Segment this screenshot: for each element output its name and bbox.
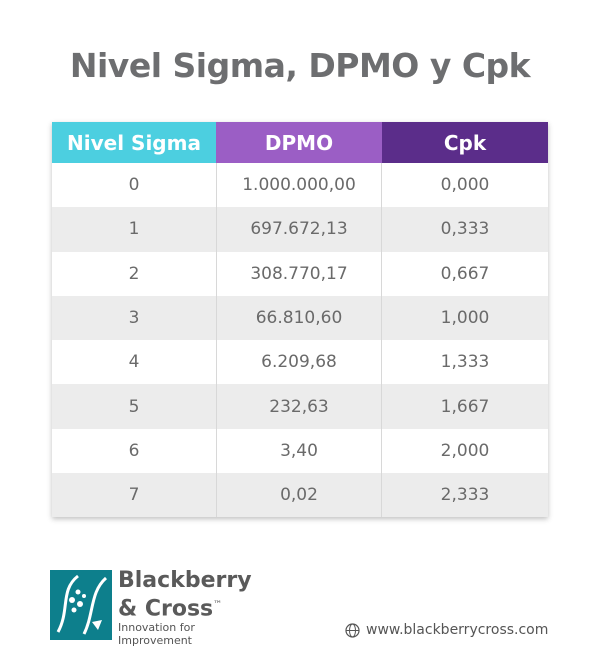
table-cell: 1,000 — [440, 308, 490, 329]
table-cell: 0,02 — [216, 473, 382, 518]
brand-line: Blackberry — [118, 568, 252, 593]
globe-icon — [345, 622, 360, 638]
header-row: Nivel Sigma DPMO Cpk — [52, 122, 548, 163]
table-cell: 2,000 — [440, 440, 490, 461]
table-cell: 5 — [128, 396, 140, 417]
tagline: Innovation for — [118, 621, 195, 635]
title: Nivel Sigma, DPMO y Cpk — [69, 46, 531, 85]
logo-mark — [50, 570, 112, 640]
table-cell: 0,667 — [440, 263, 490, 284]
tagline: Improvement — [118, 634, 192, 648]
website: www.blackberrycross.com — [345, 622, 548, 638]
table-cell: 308.770,17 — [216, 251, 382, 296]
table-cell: 697.672,13 — [216, 207, 382, 252]
table-row: 2 308.770,17 0,667 — [52, 251, 548, 296]
table-row: 1 697.672,13 0,333 — [52, 207, 548, 252]
header-cell: Cpk — [382, 122, 548, 163]
table-cell: 7 — [128, 485, 140, 506]
table-cell: 66.810,60 — [216, 295, 382, 341]
table-row: 5 232,63 1,667 — [52, 384, 548, 429]
table-row: 3 66.810,60 1,000 — [52, 295, 548, 341]
brand-line: & Cross™ — [118, 593, 252, 621]
table-row: 4 6.209,68 1,333 — [52, 340, 548, 385]
table-cell: 0,000 — [440, 175, 490, 196]
table-cell: 1.000.000,00 — [216, 163, 382, 208]
table-cell: 4 — [128, 352, 140, 373]
header-cell: Nivel Sigma — [52, 122, 216, 163]
table-cell: 1,667 — [440, 396, 490, 417]
trademark: ™ — [213, 600, 223, 610]
table-cell: 3 — [128, 308, 140, 329]
table-cell: 1,333 — [440, 352, 490, 373]
logo-text: Blackberry & Cross™ Innovation for Impro… — [118, 568, 252, 647]
table-cell: 6 — [128, 440, 140, 461]
table-row: 7 0,02 2,333 — [52, 473, 548, 518]
table-cell: 0,333 — [440, 219, 490, 240]
table: Nivel Sigma DPMO Cpk 0 1.000.000,00 0,000 1… — [52, 122, 548, 518]
website-url: www.blackberrycross.com — [366, 622, 549, 638]
brand-text: & Cross — [118, 596, 214, 622]
table-row: 6 3,40 2,000 — [52, 428, 548, 474]
table-cell: 232,63 — [216, 384, 382, 429]
table-cell: 3,40 — [216, 428, 382, 474]
table-cell: 2 — [128, 263, 140, 284]
table-cell: 2,333 — [440, 485, 490, 506]
table-row: 0 1.000.000,00 0,000 — [52, 163, 548, 208]
table-cell: 6.209,68 — [216, 340, 382, 385]
table-cell: 1 — [128, 219, 140, 240]
table-cell: 0 — [128, 175, 140, 196]
header-cell: DPMO — [216, 122, 382, 163]
